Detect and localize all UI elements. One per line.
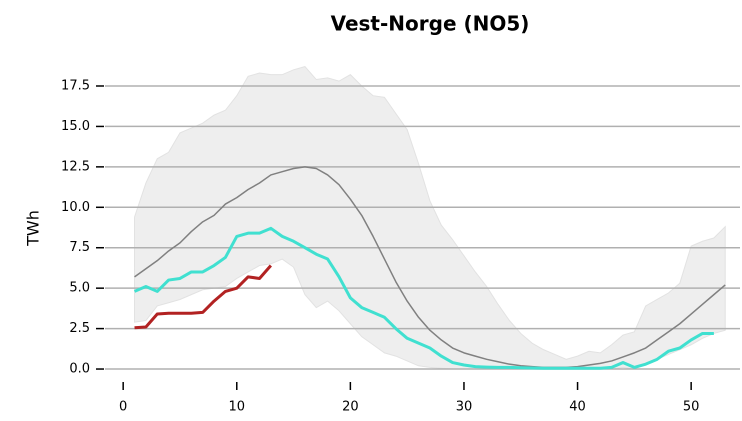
x-tick-label: 20: [342, 400, 359, 415]
y-tick-label: 10.0: [61, 200, 90, 215]
x-tick-label: 10: [228, 400, 245, 415]
y-tick-label: 7.5: [69, 240, 90, 255]
x-tick-label: 50: [683, 400, 700, 415]
y-axis-label: TWh: [24, 210, 43, 247]
x-tick-label: 30: [456, 400, 473, 415]
series-line: [134, 166, 726, 369]
y-tick-label: 2.5: [69, 321, 90, 336]
range-band: [134, 66, 726, 370]
y-tick-label: 0.0: [69, 362, 90, 377]
series-line: [134, 264, 272, 330]
y-tick-label: 15.0: [61, 119, 90, 134]
y-tick-label: 12.5: [61, 159, 90, 174]
y-tick-label: 17.5: [61, 78, 90, 93]
x-tick-label: 0: [119, 400, 127, 415]
x-tick-label: 40: [569, 400, 586, 415]
series-line: [133, 226, 714, 370]
chart-title: Vest-Norge (NO5): [331, 12, 530, 36]
y-tick-label: 5.0: [69, 281, 90, 296]
